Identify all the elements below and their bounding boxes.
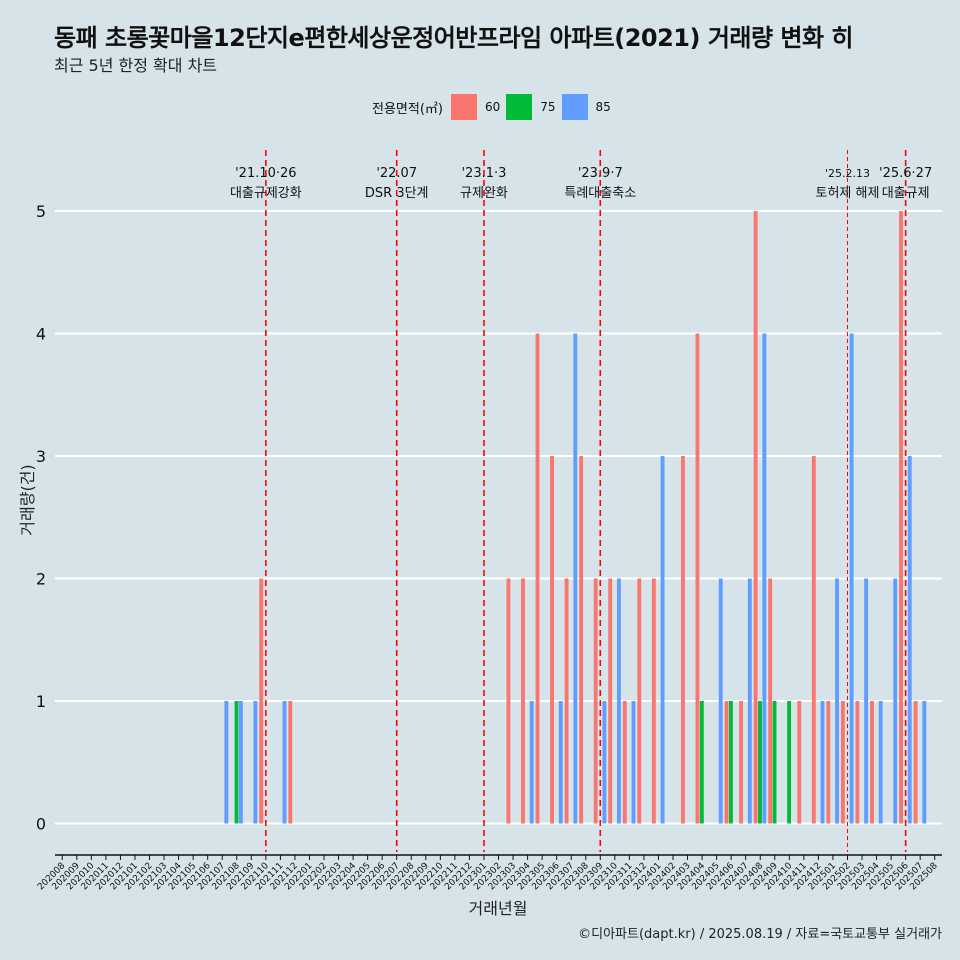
bar-75-202409	[772, 701, 777, 824]
bar-60-202407	[739, 701, 744, 824]
bar-60-202304	[521, 578, 525, 824]
event-date-2: '23.1·3	[461, 166, 506, 181]
event-label-4: 토허제 해제	[816, 186, 880, 201]
bar-85-202307	[573, 333, 578, 824]
bar-75-202408	[758, 701, 762, 824]
bar-85-202304	[529, 701, 534, 824]
bar-60-202403	[680, 456, 685, 824]
bar-60-202310	[608, 578, 613, 824]
event-date-0: '21.10·26	[235, 166, 296, 181]
bar-60-202401	[651, 578, 656, 824]
bar-60-202502	[840, 701, 845, 824]
bar-85-202504	[878, 701, 883, 824]
bar-85-202311	[631, 701, 636, 824]
y-tick-label-4: 4	[36, 325, 46, 344]
bar-60-202504	[870, 701, 874, 824]
bar-85-202111	[282, 701, 287, 824]
bar-85-202501	[835, 578, 839, 824]
event-label-0: 대출규제강화	[230, 186, 302, 201]
bar-60-202306	[550, 456, 554, 824]
bar-85-202108	[238, 701, 243, 824]
x-axis-label: 거래년월	[469, 899, 528, 918]
bar-85-202505	[893, 578, 898, 824]
bar-75-202404	[699, 701, 704, 824]
legend-item-85: 85	[561, 94, 611, 120]
footer-credit: ©디아파트(dapt.kr) / 2025.08.19 / 자료=국토교통부 실…	[578, 927, 942, 942]
bar-60-202303	[506, 578, 511, 824]
y-tick-label-2: 2	[36, 570, 46, 589]
y-tick-label-0: 0	[36, 815, 46, 834]
legend-label-75: 75	[540, 100, 556, 114]
bar-60-202503	[855, 701, 860, 824]
event-label-2: 규제완화	[460, 186, 508, 201]
bar-75-202410	[787, 701, 792, 824]
bar-60-202411	[797, 701, 802, 824]
legend-label-60: 60	[484, 100, 501, 114]
bar-60-202311	[622, 701, 627, 824]
y-tick-label-5: 5	[36, 202, 46, 221]
bar-75-202108	[234, 701, 239, 824]
bar-85-202502	[849, 333, 854, 824]
legend: 전용면적(㎡) 60 75 85	[372, 93, 617, 121]
bar-60-202412	[811, 456, 816, 824]
bar-60-202308	[579, 456, 584, 824]
bar-85-202306	[558, 701, 563, 824]
event-date-5: '25.6·27	[879, 166, 932, 181]
bar-85-202507	[922, 701, 927, 824]
event-label-5: 대출규제	[882, 186, 930, 201]
bar-85-202405	[718, 578, 723, 824]
legend-item-60: 60	[450, 94, 501, 120]
bar-75-202406	[728, 701, 733, 824]
legend-swatch-60	[450, 94, 477, 120]
y-axis: 0 1 2 3 4 5	[36, 202, 46, 834]
chart-subtitle: 최근 5년 한정 확대 차트	[54, 56, 218, 75]
legend-item-75: 75	[506, 94, 556, 120]
chart-title: 동패 초롱꽃마을12단지e편한세상운정어반프라임 아파트(2021) 거래량 변…	[54, 24, 854, 52]
event-date-4: '25.2.13	[825, 167, 870, 180]
bar-60-202404	[695, 333, 700, 824]
y-tick-label-1: 1	[36, 692, 46, 711]
legend-swatch-75	[506, 94, 533, 120]
bar-60-202409	[768, 578, 773, 824]
bar-60-202506	[899, 211, 903, 824]
bar-85-202412	[820, 701, 825, 824]
legend-swatch-85	[561, 94, 588, 120]
bar-60-202406	[724, 701, 729, 824]
bar-85-202506	[907, 456, 912, 824]
bar-60-202309	[593, 578, 598, 824]
bar-60-202305	[535, 333, 540, 824]
bar-60-202501	[826, 701, 831, 824]
x-axis: 2020082020092020102020112020122021012021…	[36, 854, 942, 892]
bars	[224, 211, 927, 824]
legend-label-85: 85	[595, 100, 611, 114]
y-axis-label: 거래량(건)	[18, 464, 37, 535]
event-markers: '21.10·26 대출규제강화 '22.07 DSR 3단계 '23.1·3 규제완화 '…	[230, 150, 932, 852]
bar-60-202507	[913, 701, 918, 824]
bar-60-202312	[637, 578, 642, 824]
bar-85-202309	[602, 701, 607, 824]
y-tick-label-3: 3	[36, 447, 46, 466]
bar-85-202408	[762, 333, 767, 824]
event-label-3: 특례대출축소	[564, 186, 636, 201]
bar-85-202310	[617, 578, 621, 824]
bar-85-202107	[224, 701, 229, 824]
bar-60-202408	[753, 211, 758, 824]
bar-85-202503	[864, 578, 869, 824]
grid-lines	[55, 210, 942, 825]
event-label-1: DSR 3단계	[365, 186, 429, 201]
bar-85-202407	[747, 578, 752, 824]
event-date-3: '23.9·7	[578, 166, 623, 181]
event-date-1: '22.07	[376, 166, 417, 181]
bar-60-202110	[259, 578, 264, 824]
legend-title: 전용면적(㎡)	[372, 101, 443, 117]
bar-60-202112	[288, 701, 293, 824]
bar-85-202401	[660, 456, 665, 824]
bar-60-202307	[564, 578, 569, 824]
bar-85-202109	[253, 701, 258, 824]
